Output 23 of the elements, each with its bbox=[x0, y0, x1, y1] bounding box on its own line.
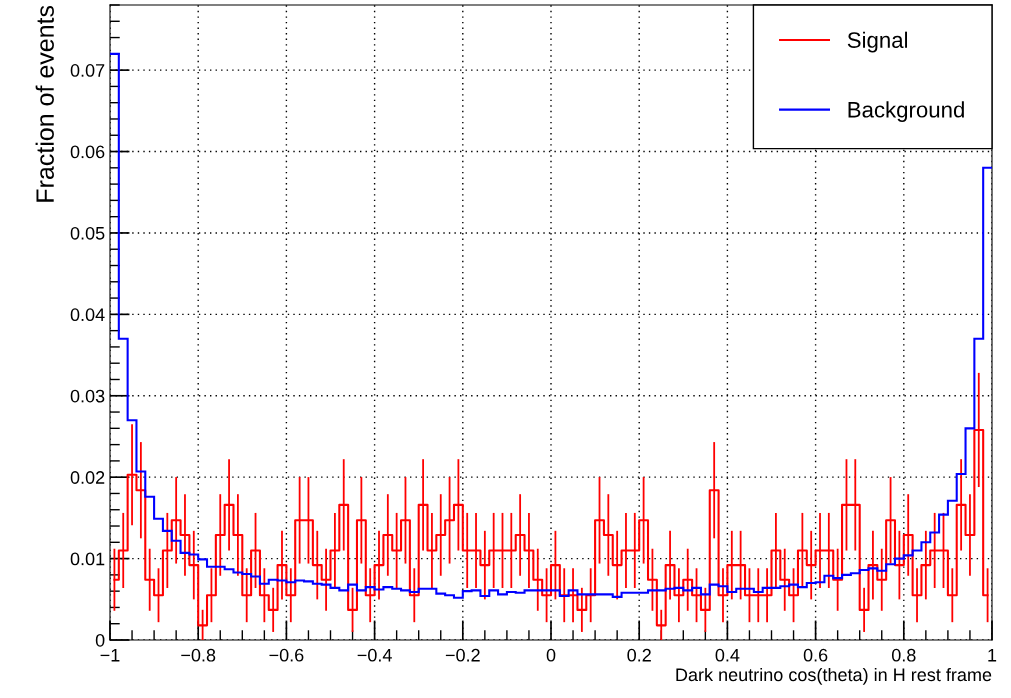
y-tick-label: 0.01 bbox=[70, 552, 105, 566]
x-tick-label: 0 bbox=[546, 648, 556, 662]
legend-label: Signal bbox=[847, 31, 908, 53]
x-tick-label: 0.8 bbox=[891, 648, 916, 662]
legend-label: Background bbox=[848, 101, 964, 122]
x-tick-label: 0.4 bbox=[715, 648, 740, 662]
y-tick-label: 0.04 bbox=[70, 308, 105, 322]
y-tick-label: 0 bbox=[95, 633, 105, 647]
x-axis-title: Dark neutrino cos(theta) in H rest frame bbox=[676, 667, 992, 685]
y-axis-title: Fraction of events bbox=[35, 5, 54, 202]
x-tick-label: 0.2 bbox=[627, 648, 651, 662]
x-tick-label: 1 bbox=[988, 649, 997, 662]
x-tick-label: −0.2 bbox=[445, 648, 480, 662]
y-tick-label: 0.03 bbox=[70, 389, 105, 403]
y-tick-label: 0.06 bbox=[70, 145, 105, 159]
x-tick-label: −1 bbox=[100, 649, 120, 662]
y-tick-label: 0.07 bbox=[70, 64, 105, 77]
x-tick-label: −0.8 bbox=[181, 648, 216, 662]
x-tick-label: −0.6 bbox=[269, 648, 304, 662]
y-tick-label: 0.02 bbox=[70, 471, 105, 484]
x-tick-label: 0.6 bbox=[803, 648, 828, 662]
y-tick-label: 0.05 bbox=[70, 226, 105, 240]
x-tick-label: −0.4 bbox=[357, 648, 392, 662]
